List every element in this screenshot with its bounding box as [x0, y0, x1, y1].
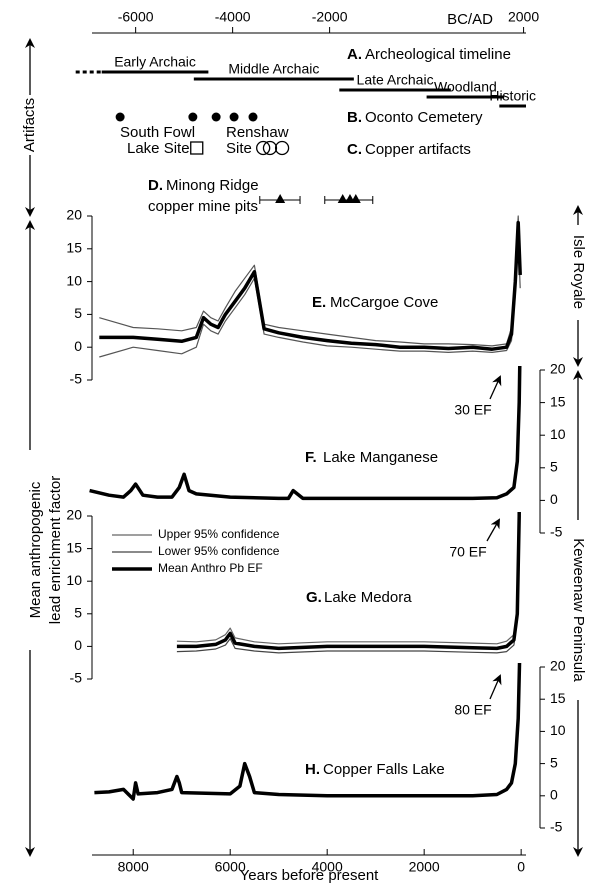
panel-letter: D. [148, 177, 163, 194]
artifact-circle [256, 140, 271, 156]
data-line [99, 235, 521, 358]
panel-title: Lake Manganese [323, 449, 438, 466]
panel-letter: E. [312, 294, 326, 311]
y-tick-label: 0 [550, 787, 558, 803]
panel-letter: G. [306, 589, 322, 606]
panel-letter: H. [305, 761, 320, 778]
y-tick-label: 5 [74, 605, 82, 621]
y-tick-label: 10 [550, 722, 566, 738]
y-tick-label: 20 [66, 207, 82, 223]
side-label: Isle Royale [570, 235, 587, 309]
y-tick-label: 15 [550, 393, 566, 409]
annotation: 70 EF [449, 544, 486, 560]
y-tick-label: 5 [74, 305, 82, 321]
artifact-circle [262, 140, 278, 156]
y-tick-label: 15 [66, 240, 82, 256]
y-tick-label: -5 [70, 670, 83, 686]
panel-letter: A. [347, 46, 362, 63]
date-dot [229, 112, 239, 122]
period-label: Late Archaic [357, 72, 434, 88]
x-tick-label: 2000 [409, 859, 440, 875]
panel-letter: B. [347, 109, 362, 126]
annotation-arrow [489, 375, 502, 400]
x-tick-label: -6000 [118, 9, 154, 25]
y-tick-label: 5 [550, 459, 558, 475]
annotation: 80 EF [454, 702, 491, 718]
label-bg [20, 450, 68, 650]
panel-title: Oconto Cemetery [365, 109, 483, 126]
y-axis-label: Mean anthropogenic [27, 481, 44, 618]
y-tick-label: 20 [550, 658, 566, 674]
panel-title: McCargoe Cove [330, 294, 438, 311]
label-bg [18, 95, 42, 155]
y-tick-label: 0 [74, 338, 82, 354]
x-tick-label: 0 [517, 859, 525, 875]
x-axis-label: Years before present [240, 867, 380, 883]
x-tick-label: 4000 [312, 859, 343, 875]
panel-title: copper mine pits [148, 198, 258, 215]
data-line [94, 663, 522, 801]
panel-letter: C. [347, 141, 362, 158]
x-tick-label: 2000 [508, 9, 539, 25]
artifact-circle [274, 140, 290, 156]
date-dot [211, 112, 221, 122]
annotation-arrow [489, 674, 502, 700]
data-line [176, 512, 521, 651]
y-tick-label: -5 [70, 371, 83, 387]
panel-title: Copper Falls Lake [323, 761, 445, 778]
y-tick-label: -5 [550, 524, 563, 540]
data-line [89, 366, 522, 501]
y-axis-label: lead enrichment factor [47, 476, 64, 624]
annotation-arrow [486, 518, 500, 542]
y-tick-label: 5 [550, 754, 558, 770]
x-tick-label: 6000 [215, 859, 246, 875]
side-label: Artifacts [21, 98, 38, 152]
y-tick-label: 0 [74, 637, 82, 653]
site-label: South Fowl [120, 124, 195, 141]
date-dot [188, 112, 198, 122]
data-line [99, 215, 521, 347]
y-tick-label: 20 [550, 361, 566, 377]
legend-label: Lower 95% confidence [158, 544, 280, 558]
period-label: Woodland [434, 79, 497, 95]
pit-triangle [275, 194, 286, 203]
pit-triangle [350, 194, 361, 203]
legend-label: Upper 95% confidence [158, 527, 280, 541]
panel-title: Copper artifacts [365, 141, 471, 158]
period-label: Middle Archaic [228, 61, 319, 77]
data-line [176, 512, 520, 654]
site-label: Lake Site [127, 140, 190, 157]
y-tick-label: 10 [550, 426, 566, 442]
panel-letter: F. [305, 449, 317, 466]
x-tick-label: -4000 [215, 9, 251, 25]
side-label: Keweenaw Peninsula [570, 538, 587, 682]
y-tick-label: 20 [66, 507, 82, 523]
artifact-square [190, 141, 204, 155]
site-label: Renshaw [226, 124, 289, 141]
panel-title: Archeological timeline [365, 46, 511, 63]
y-tick-label: 15 [66, 539, 82, 555]
period-label: Historic [489, 88, 536, 104]
pit-triangle [337, 194, 348, 203]
x-tick-label: 8000 [118, 859, 149, 875]
y-tick-label: 0 [550, 491, 558, 507]
panel-title: Minong Ridge [166, 177, 259, 194]
period-label: Early Archaic [114, 54, 196, 70]
date-dot [248, 112, 258, 122]
panel-title: Lake Medora [324, 589, 412, 606]
legend-label: Mean Anthro Pb EF [158, 561, 263, 575]
annotation: 30 EF [454, 402, 491, 418]
x-tick-label: -2000 [312, 9, 348, 25]
date-dot [115, 112, 125, 122]
y-tick-label: -5 [550, 819, 563, 835]
top-axis-label: BC/AD [447, 11, 493, 28]
y-tick-label: 10 [66, 272, 82, 288]
site-label: Site [226, 140, 252, 157]
data-line [99, 220, 522, 351]
y-tick-label: 10 [66, 572, 82, 588]
y-tick-label: 15 [550, 690, 566, 706]
